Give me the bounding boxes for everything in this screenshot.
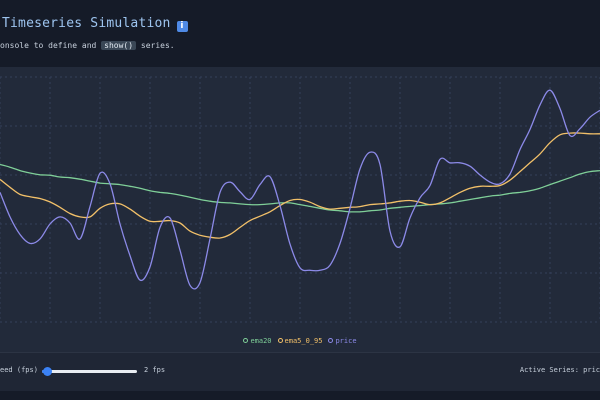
controls-bar: eed (fps) 2 fps Active Series: pric: [0, 352, 600, 391]
info-icon[interactable]: i: [176, 21, 188, 32]
subtitle-prefix: onsole to define and: [0, 41, 97, 50]
legend-marker-icon: [328, 338, 334, 343]
timeseries-chart: [0, 76, 600, 323]
show-code-chip: show(): [101, 41, 137, 50]
active-series-label: Active Series: pric: [519, 366, 600, 374]
legend-marker-icon: [243, 338, 249, 343]
subtitle-suffix: series.: [140, 41, 175, 50]
legend-item-ema5_0_95[interactable]: ema5_0_95: [277, 337, 323, 345]
footer: [0, 391, 600, 400]
legend-label: ema5_0_95: [284, 337, 323, 345]
speed-slider-thumb[interactable]: [42, 367, 52, 376]
legend-item-ema20[interactable]: ema20: [243, 337, 272, 345]
chart-grid: [0, 76, 600, 323]
legend-label: ema20: [250, 337, 272, 345]
speed-slider[interactable]: [42, 367, 137, 376]
legend-label: price: [335, 337, 357, 345]
series-line-price: [0, 89, 600, 290]
chart-panel: [0, 67, 600, 352]
series-line-ema20: [0, 163, 600, 213]
fps-value: 2 fps: [144, 366, 166, 374]
header: Timeseries Simulation i onsole to define …: [0, 0, 600, 67]
page-subtitle: onsole to define and show() series.: [0, 41, 175, 50]
chart-legend: ema20 ema5_0_95 price: [0, 337, 600, 345]
legend-item-price[interactable]: price: [328, 337, 357, 345]
page-title-text: Timeseries Simulation: [2, 16, 171, 31]
page-title: Timeseries Simulation i: [2, 16, 188, 32]
series-line-ema5_0_95: [0, 132, 600, 239]
legend-marker-icon: [277, 338, 283, 343]
chart-series: [0, 89, 600, 290]
speed-label: eed (fps): [0, 366, 38, 374]
